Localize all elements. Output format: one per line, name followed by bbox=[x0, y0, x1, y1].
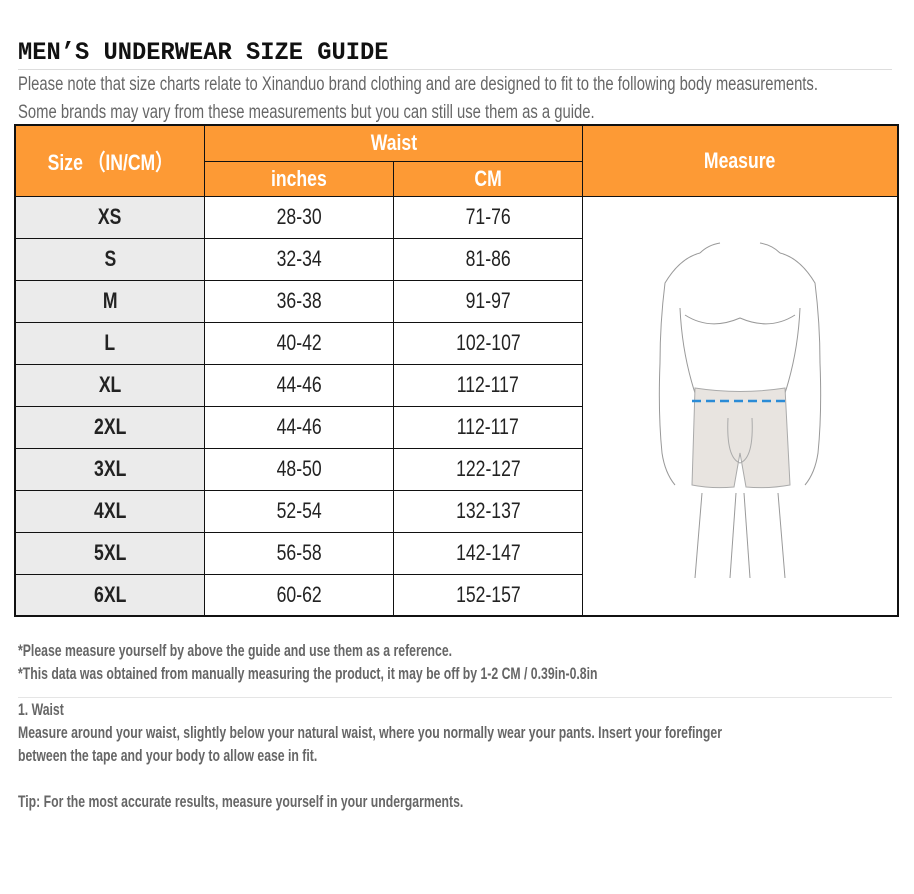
page-title: MEN’S UNDERWEAR SIZE GUIDE bbox=[18, 38, 389, 67]
size-cell: M bbox=[14, 279, 205, 323]
intro-line-2: Some brands may vary from these measurem… bbox=[18, 102, 595, 123]
header-measure: Measure bbox=[582, 124, 899, 197]
size-table: Size （IN/CM） Waist Measure inches CM XS … bbox=[14, 124, 899, 617]
header-waist: Waist bbox=[204, 124, 583, 162]
table-row: XS 28-30 71-76 bbox=[14, 195, 899, 617]
header-cm: CM bbox=[393, 160, 583, 197]
inches-cell: 32-34 bbox=[204, 237, 394, 281]
table-row: XL 44-46 112-117 bbox=[14, 363, 898, 407]
divider bbox=[18, 697, 892, 698]
cm-cell: 102-107 bbox=[393, 321, 583, 365]
note-1: *Please measure yourself by above the gu… bbox=[18, 641, 453, 660]
cm-cell: 112-117 bbox=[393, 405, 583, 449]
note-2: *This data was obtained from manually me… bbox=[18, 664, 598, 683]
size-cell: 4XL bbox=[14, 489, 205, 533]
size-cell: 2XL bbox=[14, 405, 205, 449]
cm-cell: 112-117 bbox=[393, 363, 583, 407]
cm-cell: 142-147 bbox=[393, 531, 583, 575]
size-cell: 3XL bbox=[14, 447, 205, 491]
table-row: 6XL 60-62 152-157 bbox=[14, 573, 898, 617]
cm-cell: 132-137 bbox=[393, 489, 583, 533]
cm-cell: 81-86 bbox=[393, 237, 583, 281]
header-size: Size （IN/CM） bbox=[14, 124, 205, 197]
table-row: 3XL 48-50 122-127 bbox=[14, 447, 898, 491]
table-row: 5XL 56-58 142-147 bbox=[14, 531, 898, 575]
inches-cell: 60-62 bbox=[204, 573, 394, 617]
inches-cell: 44-46 bbox=[204, 405, 394, 449]
inches-cell: 40-42 bbox=[204, 321, 394, 365]
inches-cell: 48-50 bbox=[204, 447, 394, 491]
cm-cell: 122-127 bbox=[393, 447, 583, 491]
divider bbox=[18, 69, 892, 70]
inches-cell: 44-46 bbox=[204, 363, 394, 407]
table-row: S 32-34 81-86 bbox=[14, 237, 898, 281]
header-inches: inches bbox=[204, 160, 394, 197]
waist-body-1: Measure around your waist, slightly belo… bbox=[18, 723, 722, 742]
inches-cell: 52-54 bbox=[204, 489, 394, 533]
inches-cell: 56-58 bbox=[204, 531, 394, 575]
size-cell: 6XL bbox=[14, 573, 205, 617]
intro-line-1: Please note that size charts relate to X… bbox=[18, 74, 818, 95]
table-row: 2XL 44-46 112-117 bbox=[14, 405, 898, 449]
cm-cell: 152-157 bbox=[393, 573, 583, 617]
waist-heading: 1. Waist bbox=[18, 700, 64, 719]
size-cell: XL bbox=[14, 363, 205, 407]
size-cell: 5XL bbox=[14, 531, 205, 575]
tip-text: Tip: For the most accurate results, meas… bbox=[18, 792, 464, 811]
inches-cell: 28-30 bbox=[204, 195, 394, 239]
size-cell: XS bbox=[14, 195, 205, 239]
cm-cell: 71-76 bbox=[393, 195, 583, 239]
table-row: 4XL 52-54 132-137 bbox=[14, 489, 898, 533]
size-cell: S bbox=[14, 237, 205, 281]
waist-body-2: between the tape and your body to allow … bbox=[18, 746, 318, 765]
inches-cell: 36-38 bbox=[204, 279, 394, 323]
table-row: M 36-38 91-97 bbox=[14, 279, 898, 323]
body-figure-icon bbox=[658, 242, 822, 578]
size-cell: L bbox=[14, 321, 205, 365]
cm-cell: 91-97 bbox=[393, 279, 583, 323]
measure-illustration bbox=[582, 195, 899, 617]
